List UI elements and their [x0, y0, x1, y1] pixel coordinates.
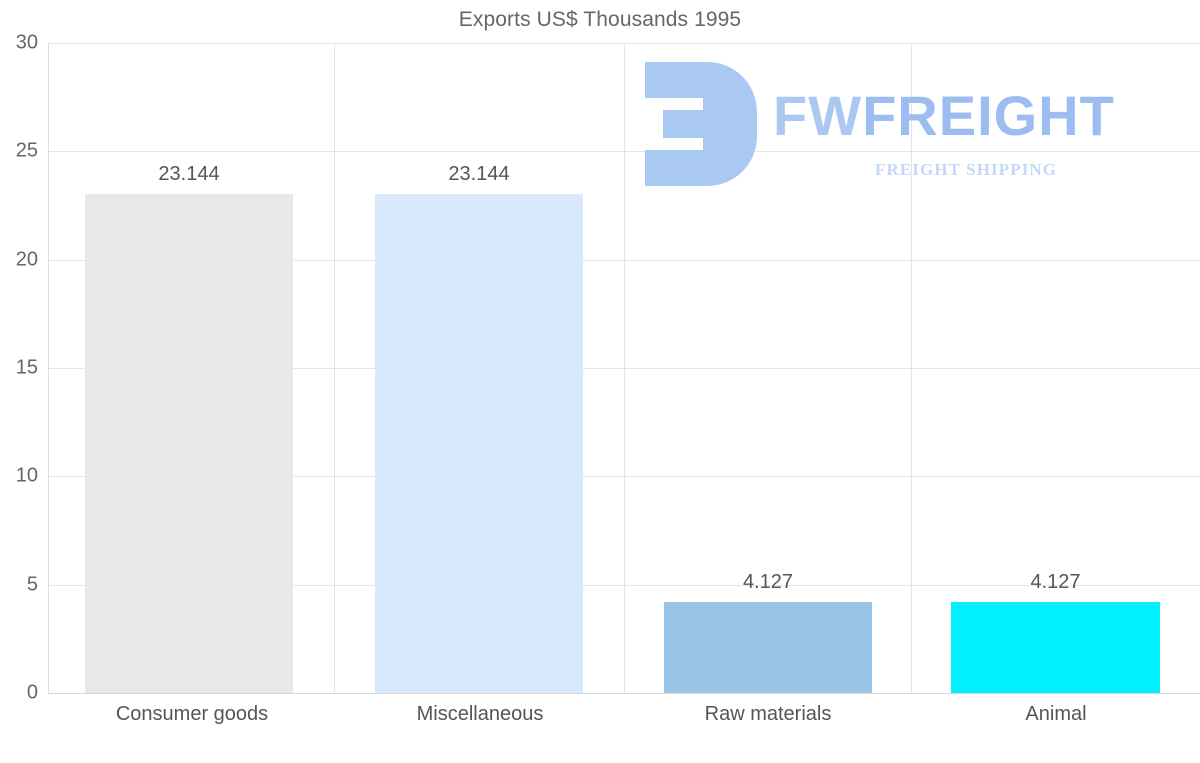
- bar-value-label-miscellaneous: 23.144: [448, 163, 510, 185]
- y-axis-line: [48, 43, 49, 694]
- bar-animal[interactable]: [951, 602, 1160, 693]
- y-tick-label-25: 25: [15, 139, 38, 162]
- gridline-x-1: [334, 43, 335, 693]
- y-tick-label-15: 15: [15, 356, 38, 379]
- plot-area: 23.144 23.144 4.127 4.127: [48, 43, 1200, 694]
- y-tick-label-5: 5: [26, 573, 38, 596]
- y-tick-label-20: 20: [15, 248, 38, 271]
- bar-miscellaneous[interactable]: [375, 194, 583, 693]
- bar-value-label-raw-materials: 4.127: [742, 571, 794, 593]
- x-tick-label-raw-materials: Raw materials: [704, 703, 832, 725]
- bar-consumer-goods[interactable]: [85, 194, 293, 693]
- x-tick-label-miscellaneous: Miscellaneous: [416, 703, 544, 725]
- chart-title: Exports US$ Thousands 1995: [458, 8, 742, 31]
- gridline-x-3: [911, 43, 912, 693]
- x-axis-line: [48, 693, 1200, 694]
- bar-raw-materials[interactable]: [664, 602, 872, 693]
- y-tick-label-30: 30: [15, 31, 38, 54]
- y-tick-label-10: 10: [15, 464, 38, 487]
- bar-value-label-consumer-goods: 23.144: [158, 163, 220, 185]
- y-tick-label-0: 0: [26, 681, 38, 704]
- x-tick-label-consumer-goods: Consumer goods: [115, 703, 269, 725]
- x-tick-label-animal: Animal: [1025, 703, 1087, 725]
- bar-value-label-animal: 4.127: [1030, 571, 1081, 593]
- gridline-x-2: [624, 43, 625, 693]
